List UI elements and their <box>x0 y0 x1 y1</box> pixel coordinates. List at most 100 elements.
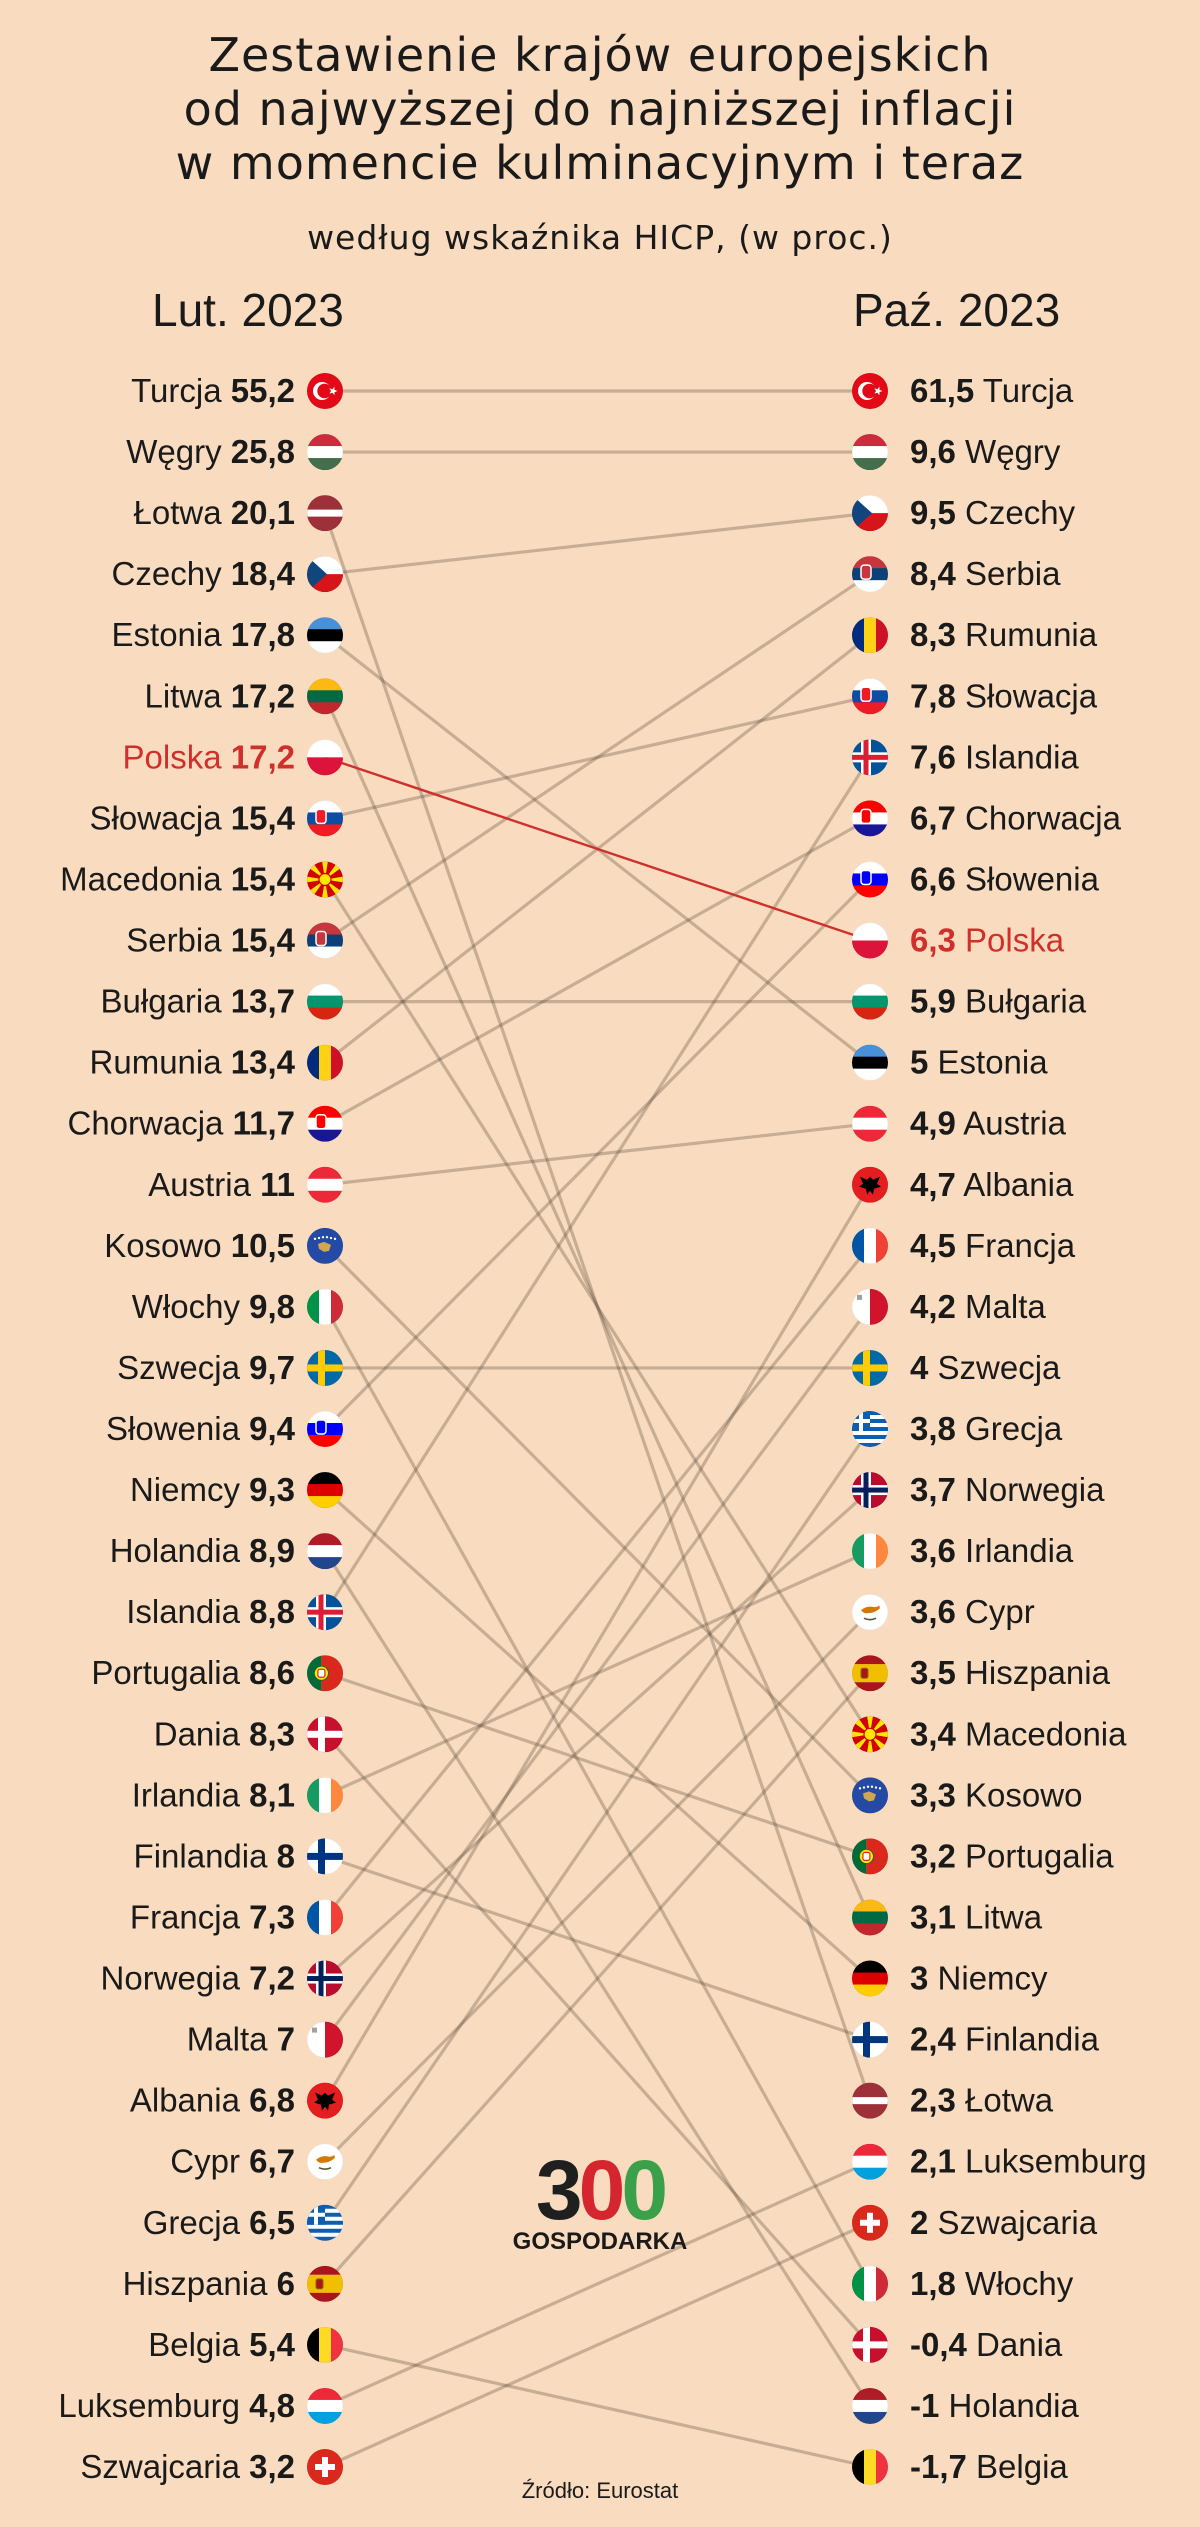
chart-title: Zestawienie krajów europejskich od najwy… <box>0 28 1200 190</box>
left-country-value: 6 <box>277 2265 295 2302</box>
austria-flag-icon <box>852 1105 888 1142</box>
left-label-sweden: Szwecja 9,7 <box>117 1349 295 1386</box>
estonia-flag-icon <box>307 617 343 654</box>
right-country-value: 2 <box>910 2204 928 2241</box>
right-country-name: Austria <box>956 1105 1067 1142</box>
right-label-kosovo: 3,3 Kosowo <box>910 1776 1082 1813</box>
connector-austria <box>324 1122 871 1187</box>
left-label-finland: Finlandia 8 <box>134 1837 295 1874</box>
right-label-ireland: 3,6 Irlandia <box>910 1532 1074 1569</box>
left-country-value: 20,1 <box>231 494 295 531</box>
right-country-value: 5,9 <box>910 983 956 1020</box>
left-label-romania: Rumunia 13,4 <box>90 1044 296 1081</box>
left-country-name: Macedonia <box>60 860 231 897</box>
greece-flag-icon <box>852 1411 888 1447</box>
left-label-macedonia: Macedonia 15,4 <box>60 860 295 897</box>
left-country-name: Szwajcaria <box>80 2448 249 2485</box>
left-country-value: 5,4 <box>249 2326 296 2363</box>
norway-flag-icon <box>307 1960 343 1997</box>
left-country-name: Malta <box>187 2021 277 2058</box>
turkey-flag-icon <box>852 373 888 409</box>
connector-slovenia <box>323 878 872 1431</box>
left-country-name: Irlandia <box>132 1776 249 1813</box>
left-label-albania: Albania 6,8 <box>130 2082 295 2119</box>
left-country-value: 10,5 <box>231 1227 295 1264</box>
connector-poland <box>324 756 871 942</box>
france-flag-icon <box>852 1227 888 1264</box>
france-flag-icon <box>307 1899 343 1936</box>
left-country-name: Chorwacja <box>68 1105 233 1142</box>
right-country-name: Norwegia <box>956 1471 1105 1508</box>
right-country-name: Dania <box>967 2326 1063 2363</box>
left-label-germany: Niemcy 9,3 <box>130 1471 295 1508</box>
left-label-cyprus: Cypr 6,7 <box>170 2143 295 2180</box>
belgium-flag-icon <box>307 2326 343 2363</box>
ireland-flag-icon <box>852 1533 888 1570</box>
right-label-sweden: 4 Szwecja <box>910 1349 1061 1386</box>
left-country-name: Estonia <box>112 616 231 653</box>
left-country-value: 6,7 <box>249 2143 295 2180</box>
connector-croatia <box>324 817 871 1126</box>
right-country-name: Macedonia <box>956 1715 1127 1752</box>
left-country-value: 9,4 <box>249 1410 296 1447</box>
romania-flag-icon <box>307 1044 343 1081</box>
right-country-value: 1,8 <box>910 2265 956 2302</box>
connector-switzerland <box>324 2221 871 2469</box>
left-country-value: 17,8 <box>231 616 295 653</box>
left-country-name: Islandia <box>126 1593 249 1630</box>
right-country-value: 2,3 <box>910 2082 956 2119</box>
left-country-value: 18,4 <box>231 555 296 592</box>
right-country-value: 6,6 <box>910 860 956 897</box>
right-label-slovenia: 6,6 Słowenia <box>910 860 1100 897</box>
right-label-serbia: 8,4 Serbia <box>910 555 1061 592</box>
right-country-value: 8,3 <box>910 616 956 653</box>
sweden-flag-icon <box>852 1349 888 1386</box>
right-country-value: 3,6 <box>910 1593 956 1630</box>
left-country-value: 55,2 <box>231 372 295 409</box>
right-country-name: Estonia <box>928 1044 1048 1081</box>
right-country-name: Luksemburg <box>956 2143 1147 2180</box>
poland-flag-icon <box>852 922 888 959</box>
left-country-value: 15,4 <box>231 799 296 836</box>
left-country-value: 9,8 <box>249 1288 295 1325</box>
malta-flag-icon <box>852 1288 888 1325</box>
slovakia-flag-icon <box>307 800 343 837</box>
germany-flag-icon <box>307 1472 343 1509</box>
left-label-portugal: Portugalia 8,6 <box>91 1654 295 1691</box>
left-country-value: 4,8 <box>249 2387 295 2424</box>
left-country-name: Bułgaria <box>101 983 231 1020</box>
right-label-spain: 3,5 Hiszpania <box>910 1654 1111 1691</box>
left-country-value: 8,6 <box>249 1654 295 1691</box>
right-label-france: 4,5 Francja <box>910 1227 1076 1264</box>
source-note: Źródło: Eurostat <box>521 2478 679 2503</box>
lithuania-flag-icon <box>852 1899 888 1936</box>
gospodarka-logo: 300 GOSPODARKA <box>510 2148 690 2255</box>
logo-number: 300 <box>510 2148 690 2232</box>
right-country-value: 9,6 <box>910 433 956 470</box>
title-line-2: od najwyższej do najniższej inflacji <box>183 82 1017 136</box>
italy-flag-icon <box>307 1288 343 1325</box>
connector-finland <box>324 1854 871 2042</box>
denmark-flag-icon <box>852 2326 888 2363</box>
right-label-malta: 4,2 Malta <box>910 1288 1046 1325</box>
left-country-name: Luksemburg <box>58 2387 249 2424</box>
right-country-name: Chorwacja <box>956 799 1122 836</box>
luxembourg-flag-icon <box>307 2387 343 2424</box>
left-country-name: Holandia <box>110 1532 249 1569</box>
right-label-poland: 6,3 Polska <box>910 922 1065 959</box>
left-country-value: 15,4 <box>231 922 296 959</box>
norway-flag-icon <box>852 1472 888 1509</box>
right-country-name: Cypr <box>956 1593 1035 1630</box>
kosovo-flag-icon <box>307 1227 343 1264</box>
right-country-value: -1 <box>910 2387 939 2424</box>
italy-flag-icon <box>852 2265 888 2302</box>
portugal-flag-icon <box>307 1655 343 1692</box>
finland-flag-icon <box>852 2021 888 2058</box>
left-country-value: 7 <box>277 2021 295 2058</box>
right-country-name: Szwajcaria <box>928 2204 1097 2241</box>
right-country-name: Litwa <box>956 1898 1043 1935</box>
right-country-name: Słowenia <box>956 860 1100 897</box>
right-country-value: 4 <box>910 1349 929 1386</box>
left-label-hungary: Węgry 25,8 <box>126 433 295 470</box>
right-label-germany: 3 Niemcy <box>910 1960 1048 1997</box>
